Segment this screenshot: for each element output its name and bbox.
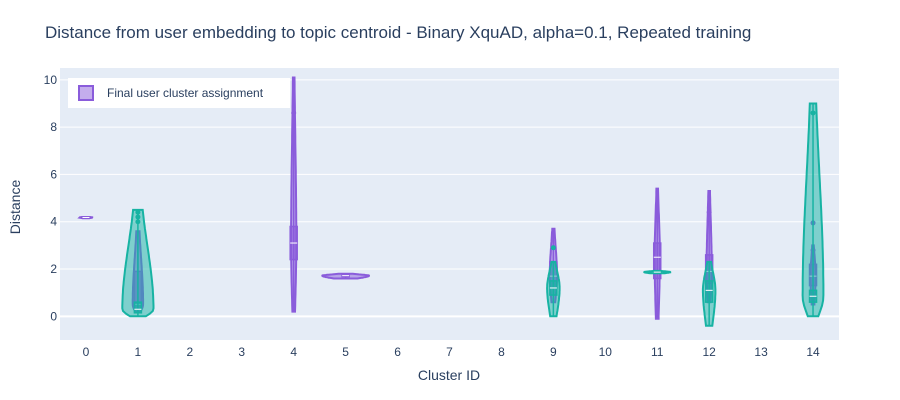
violin-point-s1-c1-0 bbox=[135, 209, 141, 215]
y-tick-labels: 0 2 4 6 8 10 bbox=[44, 73, 58, 324]
violin-box-s0-c11 bbox=[652, 242, 662, 280]
x-tick-labels: 0 1 2 3 4 5 6 7 8 9 10 11 12 13 14 bbox=[83, 345, 820, 359]
x-axis-title: Cluster ID bbox=[418, 367, 480, 383]
x-tick-label-2: 2 bbox=[186, 345, 193, 359]
violin-point-s1-c1-2 bbox=[135, 219, 141, 225]
legend-entry-label: Final user cluster assignment bbox=[107, 86, 264, 100]
violin-box-s1-c12 bbox=[704, 280, 714, 303]
violin-point-s1-c14-0 bbox=[810, 110, 816, 116]
x-tick-label-0: 0 bbox=[83, 345, 90, 359]
x-tick-label-6: 6 bbox=[394, 345, 401, 359]
violin-point-s0-c12-0 bbox=[706, 209, 712, 215]
x-tick-label-10: 10 bbox=[599, 345, 613, 359]
legend[interactable]: Final user cluster assignment bbox=[68, 78, 290, 108]
x-tick-label-11: 11 bbox=[651, 345, 664, 359]
y-axis-title: Distance bbox=[7, 180, 23, 235]
x-tick-label-7: 7 bbox=[446, 345, 453, 359]
y-tick-label-10: 10 bbox=[44, 73, 58, 87]
x-tick-label-12: 12 bbox=[702, 345, 716, 359]
violin-point-s1-c1-1 bbox=[135, 214, 141, 220]
violin-box-s1-c1 bbox=[133, 301, 143, 314]
y-tick-label-4: 4 bbox=[50, 215, 57, 229]
y-tick-label-0: 0 bbox=[50, 309, 57, 323]
y-tick-label-2: 2 bbox=[50, 262, 57, 276]
x-tick-label-1: 1 bbox=[135, 345, 142, 359]
violin-point-s0-c4-0 bbox=[291, 110, 297, 116]
legend-swatch bbox=[78, 85, 94, 101]
x-tick-label-8: 8 bbox=[498, 345, 505, 359]
x-tick-label-3: 3 bbox=[238, 345, 245, 359]
violin-marks bbox=[77, 76, 825, 327]
plot-area bbox=[60, 68, 839, 340]
x-tick-label-14: 14 bbox=[806, 345, 820, 359]
x-tick-label-13: 13 bbox=[754, 345, 768, 359]
x-tick-label-9: 9 bbox=[550, 345, 557, 359]
y-tick-label-8: 8 bbox=[50, 120, 57, 134]
legend-box bbox=[68, 78, 290, 108]
chart-title: Distance from user embedding to topic ce… bbox=[45, 23, 751, 42]
violin-point-s1-c9-0 bbox=[550, 245, 556, 251]
x-tick-label-4: 4 bbox=[290, 345, 297, 359]
x-tick-label-5: 5 bbox=[342, 345, 349, 359]
y-tick-label-6: 6 bbox=[50, 167, 57, 181]
